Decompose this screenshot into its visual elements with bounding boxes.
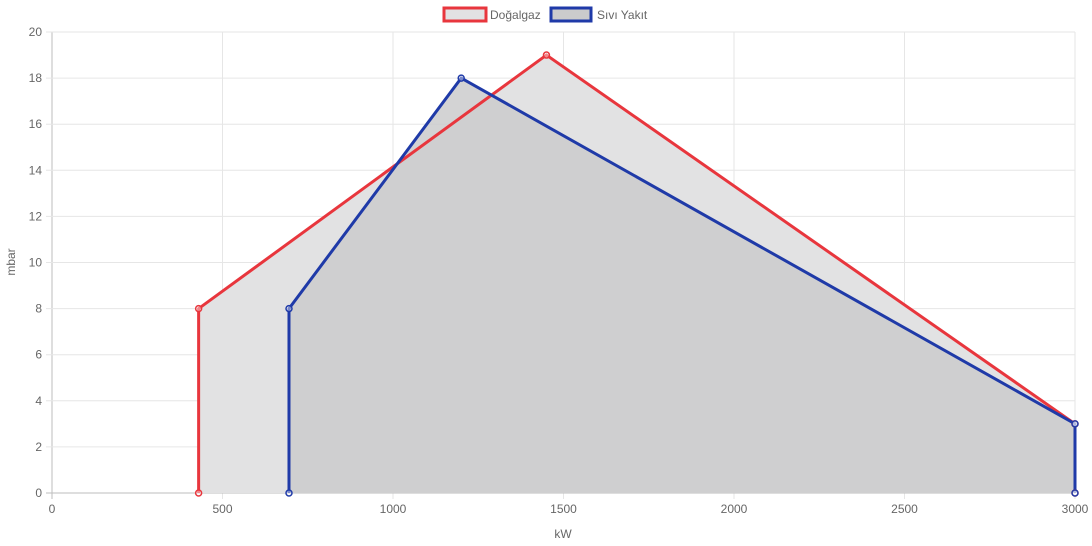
x-tick-label: 0 xyxy=(49,502,56,516)
y-tick-label: 2 xyxy=(35,440,42,454)
legend-item-dogalgaz[interactable]: Doğalgaz xyxy=(442,6,541,23)
y-tick-label: 4 xyxy=(35,394,42,408)
tick-labels: 0 500 1000 1500 2000 2500 3000 0 2 4 6 8 10 12 14 16 18 2… xyxy=(29,25,1089,516)
series-lines xyxy=(197,53,1077,493)
legend-label-dogalgaz: Doğalgaz xyxy=(490,8,541,22)
x-tick-label: 2500 xyxy=(891,502,918,516)
series-point-1 xyxy=(285,304,293,313)
series-points xyxy=(194,51,1079,497)
series-point-1 xyxy=(1071,489,1079,497)
y-tick-label: 14 xyxy=(29,163,43,177)
x-tick-label: 1500 xyxy=(550,502,577,516)
y-tick-label: 18 xyxy=(29,71,43,85)
x-tick-label: 500 xyxy=(212,502,232,516)
series-point-1 xyxy=(285,489,293,497)
series-point-1 xyxy=(1071,420,1079,428)
y-tick-label: 8 xyxy=(35,302,42,316)
y-tick-label: 16 xyxy=(29,117,43,131)
legend-swatch-dogalgaz xyxy=(442,6,488,23)
series-point-0 xyxy=(194,304,203,313)
x-tick-label: 2000 xyxy=(721,502,748,516)
legend: Doğalgaz Sıvı Yakıt xyxy=(442,6,648,23)
y-axis-title: mbar xyxy=(4,248,18,275)
y-tick-label: 6 xyxy=(35,348,42,362)
x-tick-label: 3000 xyxy=(1062,502,1089,516)
series-line-1 xyxy=(287,76,1077,493)
y-tick-label: 10 xyxy=(29,256,43,270)
y-tick-label: 0 xyxy=(35,486,42,500)
y-tick-label: 12 xyxy=(29,209,43,223)
x-tick-label: 1000 xyxy=(380,502,407,516)
series-point-0 xyxy=(542,51,551,59)
series-area-1 xyxy=(288,78,1075,493)
legend-label-sivi-yakit: Sıvı Yakıt xyxy=(597,8,648,22)
legend-swatch-sivi-yakit xyxy=(549,6,593,23)
series-point-1 xyxy=(457,74,465,82)
area-fills xyxy=(198,55,1075,494)
y-tick-label: 20 xyxy=(29,25,43,39)
x-axis-title: kW xyxy=(554,527,572,541)
legend-item-sivi-yakit[interactable]: Sıvı Yakıt xyxy=(549,6,648,23)
series-point-0 xyxy=(194,489,203,497)
